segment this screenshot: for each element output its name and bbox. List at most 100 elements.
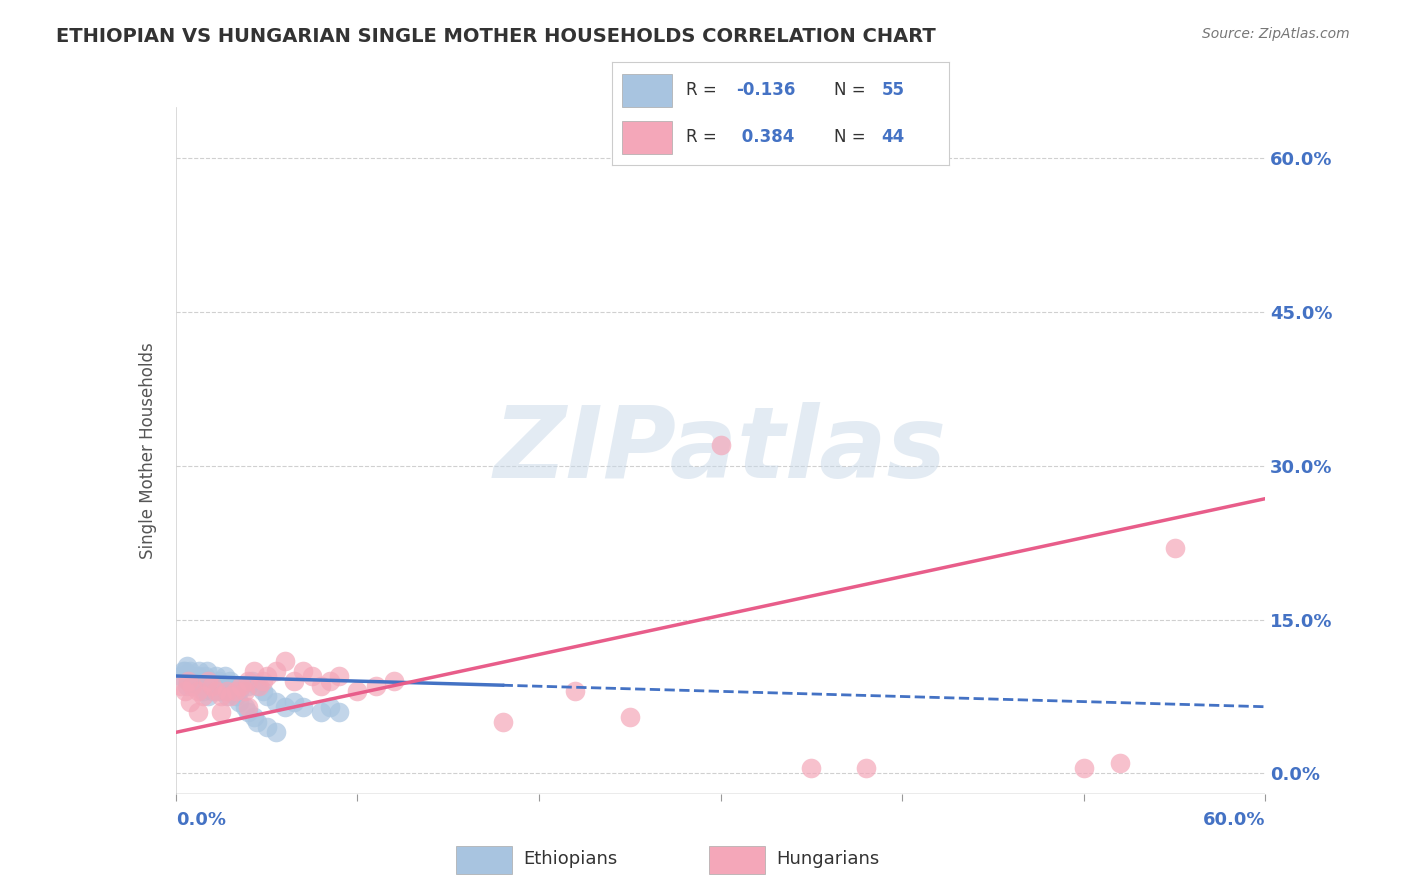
Point (219, 674, 242, 689)
Point (243, 710, 266, 724)
Point (233, 684, 256, 698)
Point (186, 684, 209, 698)
Point (256, 720, 278, 734)
Point (176, 658, 198, 673)
Y-axis label: Single Mother Households: Single Mother Households (139, 343, 157, 558)
Point (173, 664, 195, 678)
Point (170, 679, 193, 693)
Point (247, 679, 270, 693)
Point (228, 695, 250, 709)
Point (201, 679, 224, 693)
FancyBboxPatch shape (709, 846, 765, 874)
FancyBboxPatch shape (621, 74, 672, 106)
Point (256, 669, 278, 683)
Text: Ethiopians: Ethiopians (523, 849, 617, 868)
Point (238, 705, 260, 719)
Text: 60.0%: 60.0% (1204, 811, 1265, 829)
Point (186, 705, 209, 719)
Point (181, 669, 204, 683)
Point (179, 695, 201, 709)
Point (264, 695, 287, 709)
Point (855, 761, 877, 775)
Point (309, 705, 332, 719)
Point (176, 679, 198, 693)
Point (170, 669, 193, 683)
FancyBboxPatch shape (456, 846, 512, 874)
Point (246, 715, 269, 730)
Point (214, 669, 236, 683)
Point (328, 669, 350, 683)
Text: -0.136: -0.136 (737, 81, 796, 99)
Text: 0.384: 0.384 (737, 128, 794, 146)
Point (492, 715, 515, 730)
Point (264, 664, 287, 678)
Text: Hungarians: Hungarians (776, 849, 879, 868)
Point (283, 674, 305, 689)
Point (238, 699, 260, 714)
Point (1109, 756, 1132, 771)
Point (177, 674, 200, 689)
Point (309, 679, 332, 693)
Point (710, 438, 733, 452)
Point (188, 664, 211, 678)
Text: ZIPatlas: ZIPatlas (494, 402, 948, 499)
Text: 44: 44 (882, 128, 905, 146)
Point (209, 684, 232, 698)
Text: R =: R = (686, 81, 721, 99)
Point (246, 679, 269, 693)
Point (274, 699, 297, 714)
Point (183, 674, 205, 689)
Point (256, 690, 278, 704)
Point (238, 679, 260, 693)
Point (201, 684, 224, 698)
Point (1073, 761, 1095, 775)
Point (201, 679, 224, 693)
Point (564, 684, 586, 698)
Point (186, 669, 209, 683)
Point (177, 674, 200, 689)
Point (179, 664, 201, 678)
Point (179, 669, 201, 683)
Point (382, 674, 405, 689)
Point (274, 654, 297, 668)
Point (215, 684, 238, 698)
Point (197, 674, 219, 689)
Text: 55: 55 (882, 81, 904, 99)
Point (186, 679, 209, 693)
Point (190, 674, 212, 689)
Point (291, 664, 314, 678)
Point (364, 679, 387, 693)
Point (800, 761, 823, 775)
Point (225, 690, 247, 704)
Point (243, 664, 266, 678)
Point (319, 674, 342, 689)
Point (197, 674, 219, 689)
Point (283, 695, 305, 709)
Point (228, 684, 250, 698)
Point (208, 674, 231, 689)
Point (195, 664, 218, 678)
Point (194, 669, 217, 683)
Point (209, 679, 232, 693)
Point (264, 725, 287, 739)
Point (191, 690, 214, 704)
Point (252, 684, 274, 698)
Point (346, 684, 368, 698)
Point (219, 690, 242, 704)
Point (172, 664, 194, 678)
Text: N =: N = (834, 81, 872, 99)
Text: ETHIOPIAN VS HUNGARIAN SINGLE MOTHER HOUSEHOLDS CORRELATION CHART: ETHIOPIAN VS HUNGARIAN SINGLE MOTHER HOU… (56, 27, 936, 45)
Point (328, 705, 350, 719)
Point (233, 699, 256, 714)
Point (197, 690, 219, 704)
Point (191, 679, 214, 693)
Text: 0.0%: 0.0% (176, 811, 226, 829)
FancyBboxPatch shape (621, 121, 672, 153)
Point (238, 674, 260, 689)
Point (1163, 541, 1185, 555)
Point (207, 679, 229, 693)
Point (209, 690, 232, 704)
Point (204, 684, 226, 698)
Point (319, 699, 342, 714)
Point (240, 674, 263, 689)
